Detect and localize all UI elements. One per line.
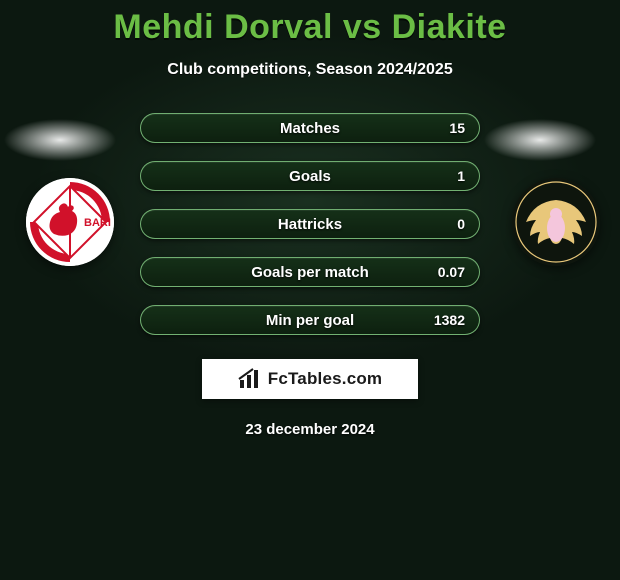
bari-badge-icon: BARI bbox=[26, 178, 114, 266]
stat-row-min-per-goal: Min per goal 1382 bbox=[140, 305, 480, 335]
stat-label: Matches bbox=[280, 120, 340, 137]
stat-value: 0.07 bbox=[438, 264, 465, 280]
stat-value: 15 bbox=[449, 120, 465, 136]
date-text: 23 december 2024 bbox=[0, 421, 620, 438]
stat-label: Goals per match bbox=[251, 264, 369, 281]
stat-label: Min per goal bbox=[266, 312, 354, 329]
page-title: Mehdi Dorval vs Diakite bbox=[0, 0, 620, 47]
svg-text:BARI: BARI bbox=[84, 217, 111, 229]
stat-value: 1382 bbox=[434, 312, 465, 328]
stat-row-matches: Matches 15 bbox=[140, 113, 480, 143]
page-subtitle: Club competitions, Season 2024/2025 bbox=[0, 61, 620, 79]
crest-left-bari: BARI bbox=[26, 178, 114, 266]
stat-value: 0 bbox=[457, 216, 465, 232]
brand-box[interactable]: FcTables.com bbox=[202, 359, 418, 399]
brand-text: FcTables.com bbox=[268, 369, 383, 389]
palermo-badge-icon bbox=[512, 178, 600, 266]
crest-right-palermo bbox=[512, 178, 600, 266]
bar-chart-icon bbox=[238, 368, 262, 390]
stat-label: Hattricks bbox=[278, 216, 342, 233]
stat-value: 1 bbox=[457, 168, 465, 184]
stat-label: Goals bbox=[289, 168, 331, 185]
stat-row-hattricks: Hattricks 0 bbox=[140, 209, 480, 239]
stats-list: Matches 15 Goals 1 Hattricks 0 Goals per… bbox=[140, 113, 480, 335]
stat-row-goals-per-match: Goals per match 0.07 bbox=[140, 257, 480, 287]
stat-row-goals: Goals 1 bbox=[140, 161, 480, 191]
